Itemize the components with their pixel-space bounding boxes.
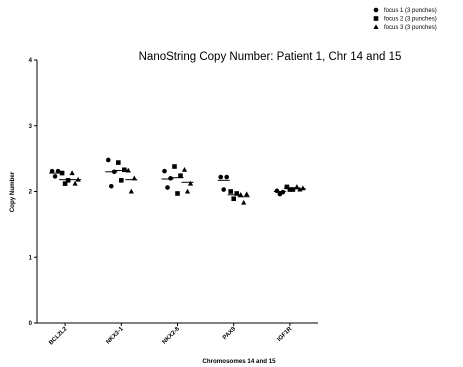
point-s1-pax9-1: [218, 174, 223, 180]
point-s3-nkx2-1-3: [131, 175, 137, 181]
point-s2-igf1r-3: [290, 187, 296, 192]
point-s1-igf1r-3: [280, 189, 286, 195]
point-s1-nkx2-1-1: [106, 157, 111, 163]
point-s2-bcl2l2-3: [65, 178, 71, 183]
point-s1-bcl2l2-2: [52, 174, 58, 179]
x-ticks: BCL2L2 NKX2-1 NKX2-8 PAX9 IGF1R: [48, 323, 294, 346]
point-s2-pax9-3: [234, 191, 239, 196]
y-tick-label-1: 1: [29, 255, 33, 261]
point-s2-nkx2-1-3: [122, 167, 127, 173]
data-marks: [49, 157, 306, 205]
legend-marker-2: [373, 16, 379, 21]
y-axis-label: Copy Number: [9, 171, 16, 212]
y-tick-label-0: 0: [29, 321, 33, 327]
legend-label-1: focus 1 (3 punches): [384, 8, 437, 14]
legend-label-3: focus 3 (3 punches): [384, 25, 437, 31]
y-ticks: 0 1 2 3 4: [29, 58, 37, 327]
point-s3-nkx2-8-2: [184, 188, 191, 194]
point-s3-igf1r-1: [294, 184, 300, 189]
point-s3-pax9-1: [238, 191, 244, 197]
point-s3-nkx2-1-2: [128, 188, 134, 194]
y-tick-label-3: 3: [29, 124, 33, 130]
point-s2-nkx2-8-1: [172, 164, 177, 169]
point-s2-igf1r-1: [284, 184, 290, 190]
point-s2-pax9-2: [231, 196, 236, 202]
chart-title: NanoString Copy Number: Patient 1, Chr 1…: [139, 51, 402, 63]
x-tick-label-3: PAX9: [222, 326, 237, 341]
legend-label-2: focus 2 (3 punches): [384, 17, 437, 23]
point-s3-igf1r-3: [300, 185, 306, 191]
y-tick-label-4: 4: [29, 58, 33, 64]
point-s3-pax9-2: [241, 199, 247, 205]
point-s2-nkx2-1-1: [116, 160, 121, 165]
point-s2-pax9-1: [228, 189, 233, 194]
point-s1-nkx2-1-2: [109, 183, 114, 189]
point-s3-bcl2l2-1: [69, 170, 75, 176]
point-s3-pax9-3: [244, 191, 250, 197]
legend-marker-3: [373, 24, 379, 29]
point-s2-bcl2l2-2: [62, 181, 68, 186]
point-s2-nkx2-8-3: [178, 173, 183, 179]
point-s3-nkx2-8-1: [181, 167, 188, 172]
point-s1-bcl2l2-3: [55, 168, 61, 174]
x-tick-label-0: BCL2L2: [48, 326, 69, 347]
point-s2-nkx2-8-2: [175, 191, 180, 196]
point-s1-bcl2l2-1: [49, 168, 55, 174]
point-s1-nkx2-8-2: [165, 185, 170, 190]
point-s2-igf1r-2: [287, 187, 293, 192]
x-axis-label: Chromosomes 14 and 15: [202, 358, 276, 365]
point-s3-bcl2l2-2: [72, 180, 78, 186]
y-tick-label-2: 2: [29, 190, 33, 196]
x-tick-label-1: NKX2-1: [105, 326, 125, 346]
x-tick-label-4: IGF1R: [277, 326, 294, 343]
point-s3-nkx2-8-3: [187, 180, 194, 186]
point-s1-pax9-2: [221, 187, 226, 192]
point-s2-bcl2l2-1: [59, 170, 65, 176]
point-s2-nkx2-1-2: [119, 178, 124, 183]
legend: focus 1 (3 punches) focus 2 (3 punches) fo…: [373, 7, 437, 31]
legend-marker-1: [373, 7, 379, 13]
point-s1-nkx2-8-1: [162, 168, 167, 174]
point-s1-pax9-3: [224, 174, 229, 180]
point-s3-nkx2-1-1: [125, 167, 131, 173]
point-s1-nkx2-8-3: [168, 176, 173, 181]
x-tick-label-2: NKX2-8: [162, 326, 182, 346]
